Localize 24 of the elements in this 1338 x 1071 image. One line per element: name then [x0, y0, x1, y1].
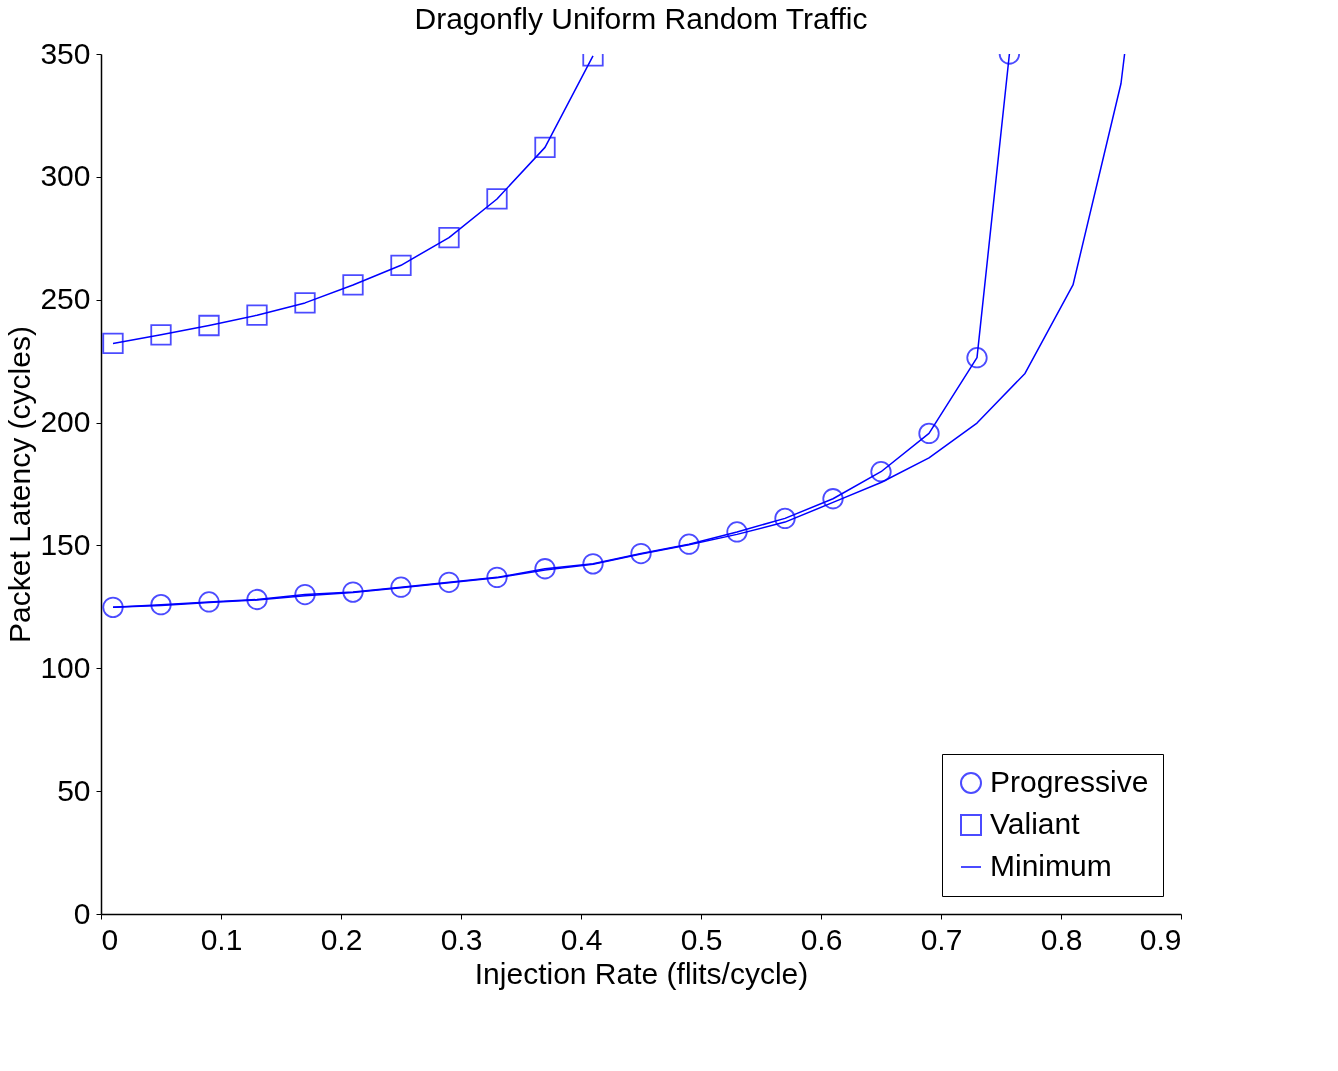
x-tick-label: 0.4 — [560, 922, 603, 956]
chart-title: Dragonfly Uniform Random Traffic — [414, 2, 868, 35]
legend-label: Progressive — [990, 765, 1149, 798]
x-tick-label: 0.3 — [440, 922, 483, 956]
x-tick-label: 0.7 — [920, 922, 963, 956]
y-tick-label: 100 — [40, 650, 91, 684]
x-axis-title: Injection Rate (flits/cycle) — [474, 956, 809, 990]
x-tick-label: 0.2 — [320, 922, 363, 956]
y-tick-label: 200 — [40, 405, 91, 439]
x-tick-label: 0.8 — [1040, 922, 1083, 956]
y-tick-label: 350 — [40, 36, 91, 70]
x-tick-label: 0 — [101, 922, 119, 956]
x-tick-label: 0.6 — [800, 922, 843, 956]
legend-label: Minimum — [990, 849, 1112, 882]
x-tick-label: 0.1 — [200, 922, 243, 956]
y-tick-label: 50 — [57, 773, 91, 807]
x-tick-label: 0.5 — [680, 922, 723, 956]
y-tick-label: 250 — [40, 282, 91, 316]
y-tick-label: 0 — [73, 896, 91, 930]
y-tick-label: 300 — [40, 159, 91, 193]
x-tick-label: 0.9 — [1139, 922, 1182, 956]
y-tick-label: 150 — [40, 527, 91, 561]
legend-label: Valiant — [990, 807, 1081, 840]
y-axis-title: Packet Latency (cycles) — [3, 326, 37, 643]
